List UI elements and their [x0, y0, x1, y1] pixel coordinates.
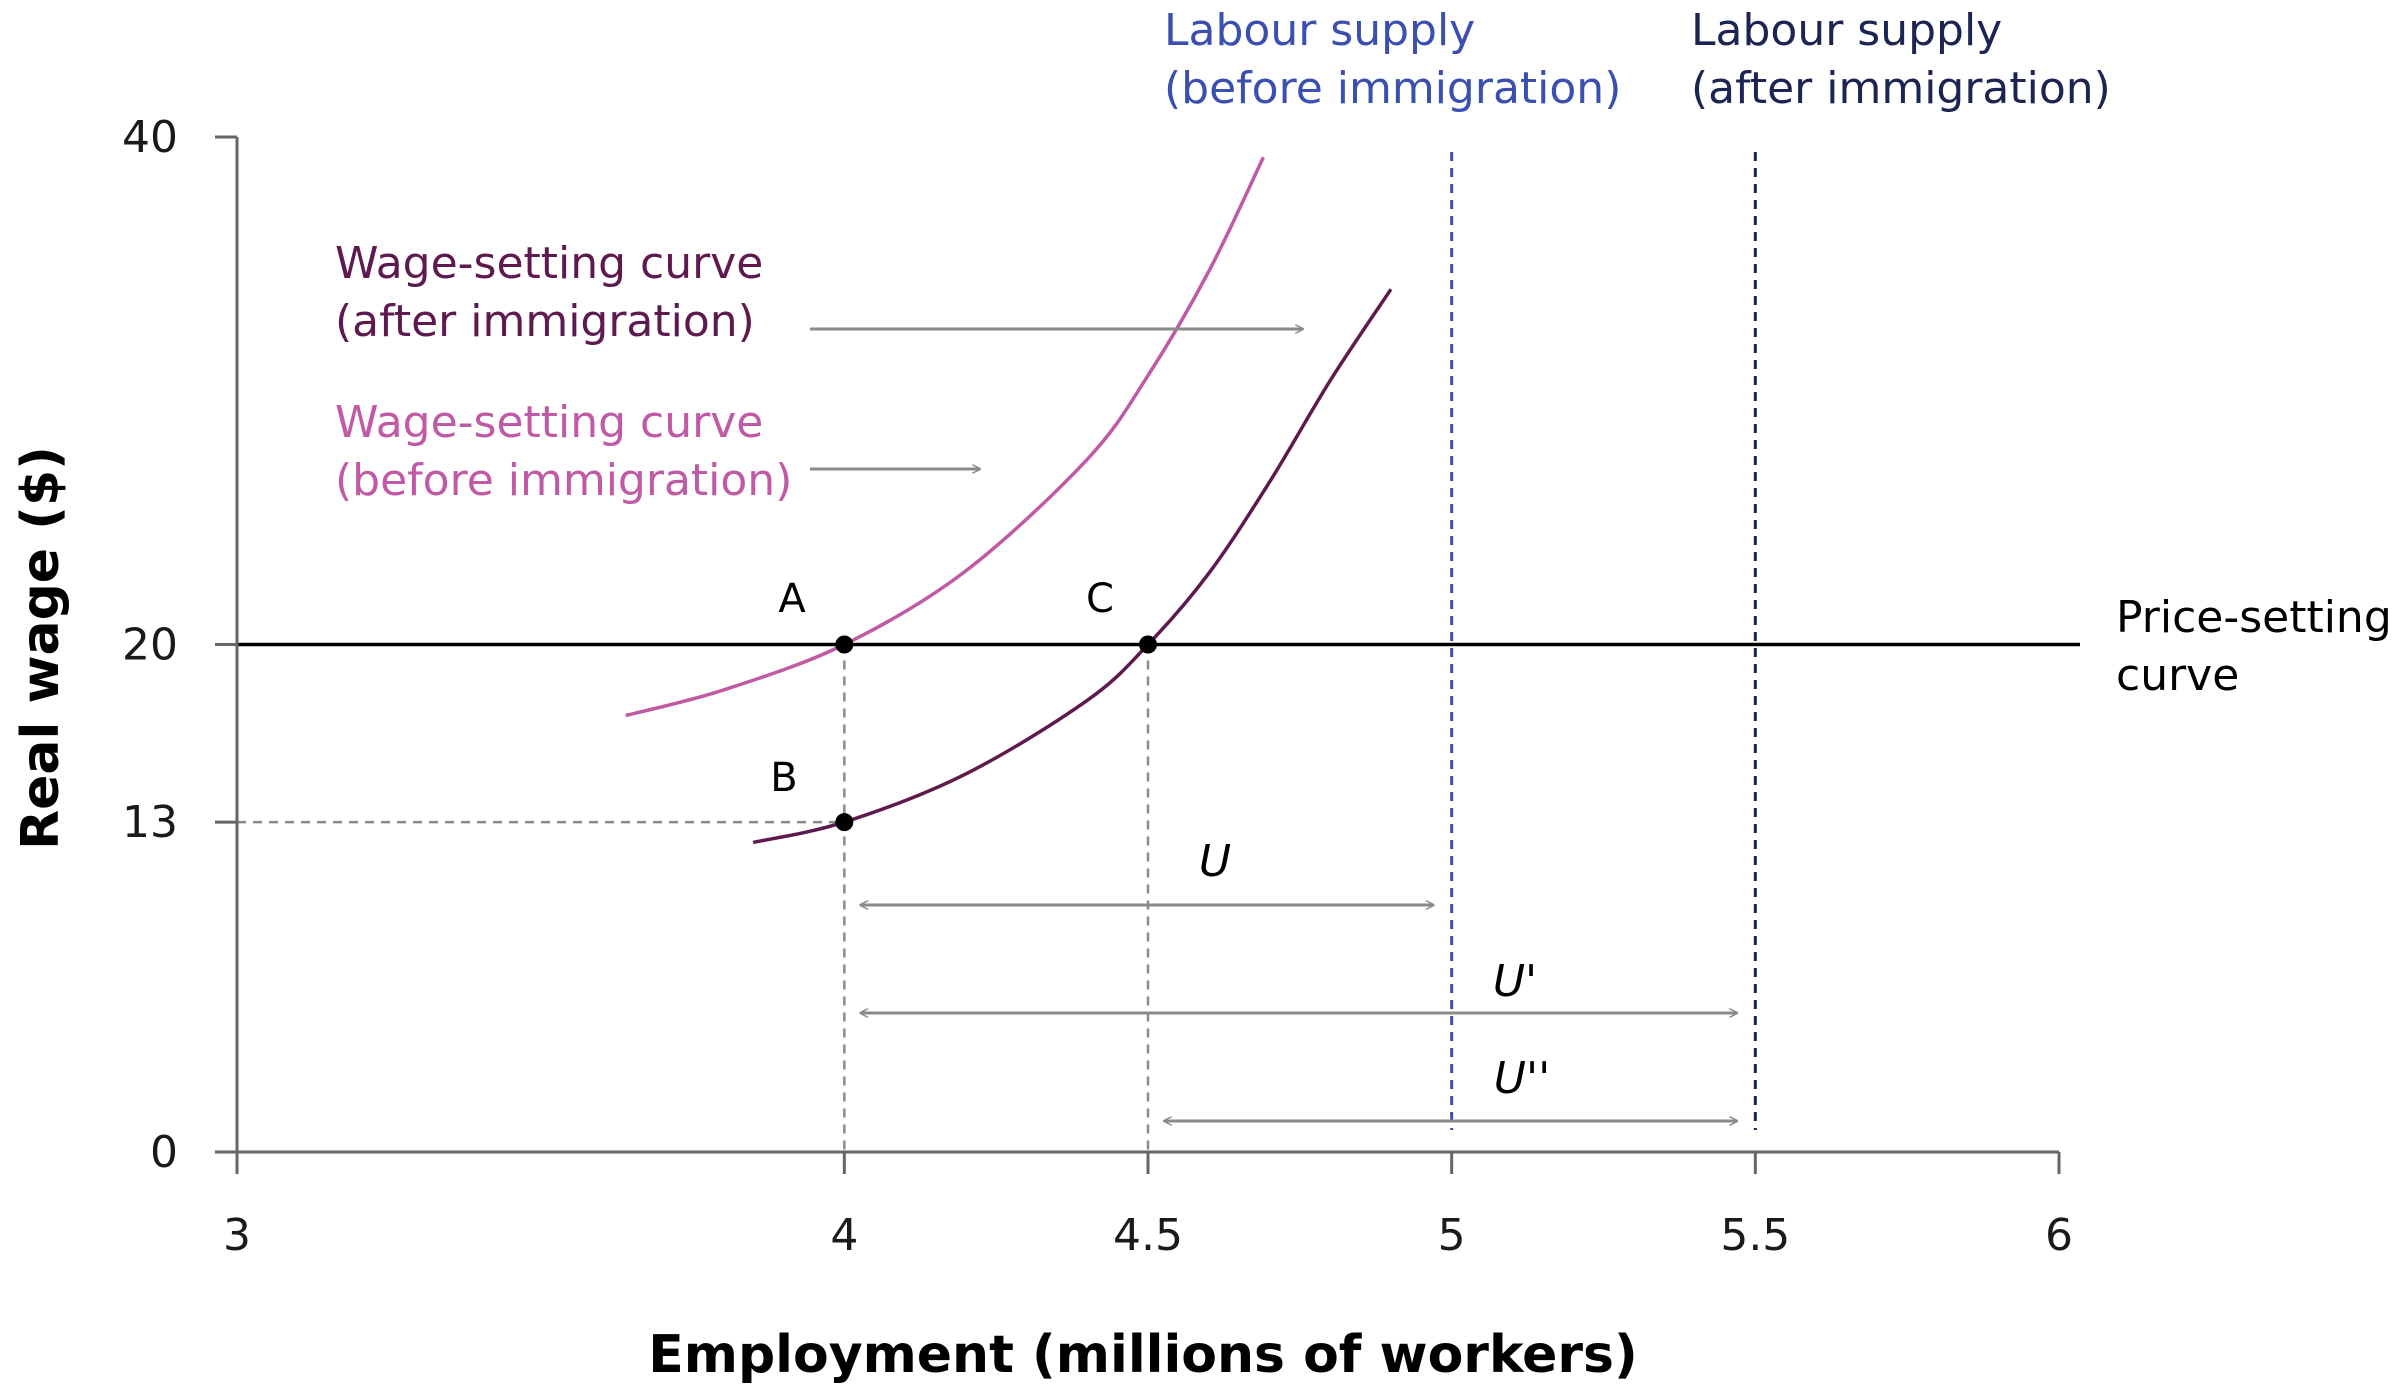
point-a	[835, 635, 854, 654]
wage-setting-curve-after	[752, 288, 1393, 845]
unemployment-label: U	[1199, 836, 1231, 887]
point-label-b: B	[770, 755, 797, 801]
point-c	[1139, 635, 1157, 654]
x-tick-label: 6	[2045, 1210, 2073, 1261]
y-tick-label: 20	[122, 620, 178, 671]
ls-before-label: Labour supply	[1164, 5, 1475, 56]
point-b	[835, 813, 854, 832]
x-tick-label: 4.5	[1113, 1210, 1183, 1261]
x-axis-title: Employment (millions of workers)	[648, 1325, 1638, 1385]
y-axis-title: Real wage ($)	[11, 446, 71, 850]
x-tick-label: 4	[830, 1210, 858, 1261]
y-tick-label: 0	[150, 1127, 178, 1178]
ls-after-label: Labour supply	[1691, 5, 2002, 56]
price-setting-label: curve	[2116, 650, 2239, 701]
point-label-c: C	[1086, 576, 1114, 622]
unemployment-label: U'	[1493, 956, 1537, 1007]
y-tick-label: 40	[122, 112, 178, 163]
x-tick-label: 5.5	[1720, 1210, 1790, 1261]
wage-setting-curve-before	[625, 156, 1265, 718]
x-tick-label: 3	[223, 1210, 251, 1261]
ls-after-label: (after immigration)	[1691, 63, 2111, 114]
ls-before-label: (before immigration)	[1164, 63, 1621, 114]
y-tick-label: 13	[122, 797, 178, 848]
price-setting-label: Price-setting	[2116, 592, 2392, 643]
unemployment-label: U''	[1494, 1053, 1550, 1104]
x-tick-label: 5	[1438, 1210, 1466, 1261]
ws-after-label: (after immigration)	[335, 296, 755, 347]
ws-before-label: Wage-setting curve	[335, 397, 763, 448]
point-label-a: A	[778, 576, 806, 622]
ws-before-label: (before immigration)	[335, 455, 792, 506]
ws-after-label: Wage-setting curve	[335, 238, 763, 289]
